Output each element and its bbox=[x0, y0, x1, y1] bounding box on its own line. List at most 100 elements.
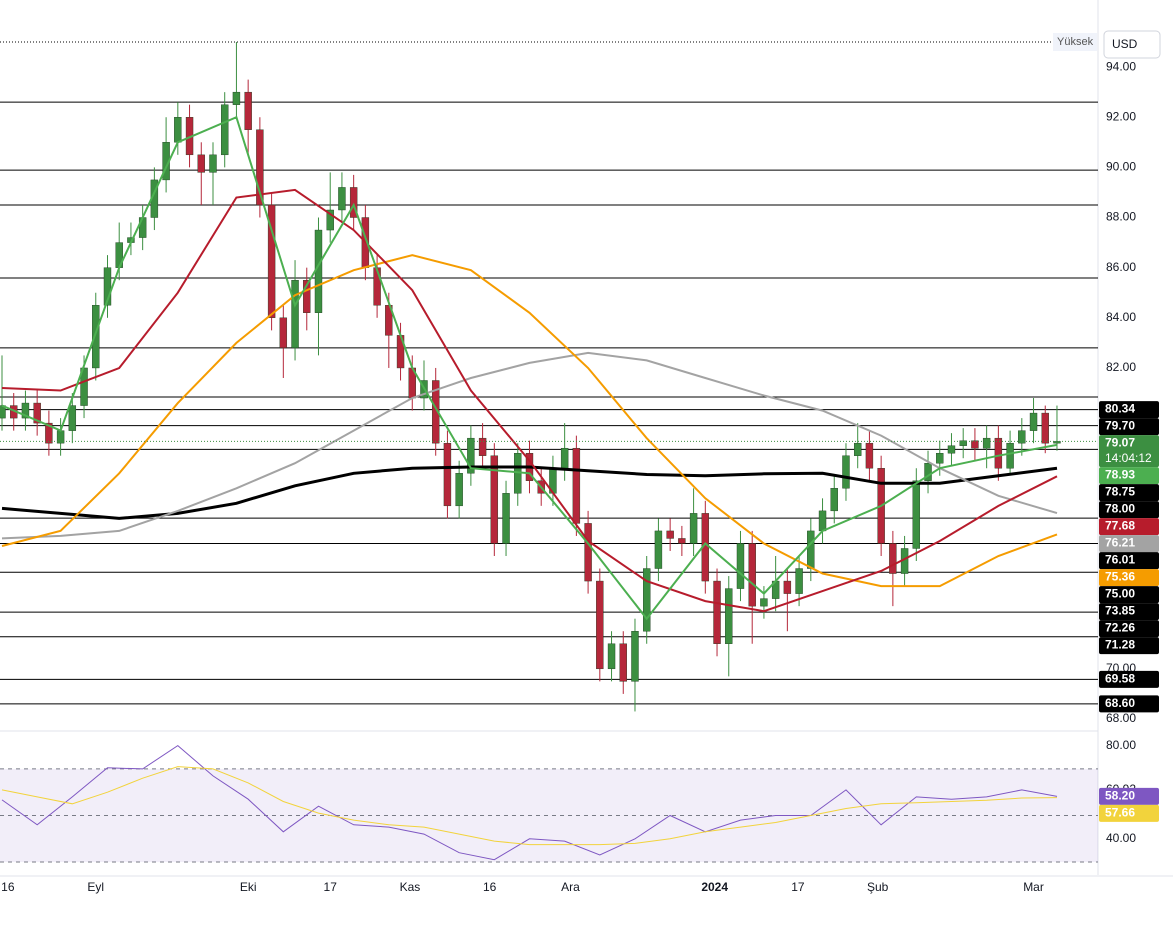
candle-body bbox=[326, 209, 334, 231]
y-tick-label: 90.00 bbox=[1106, 160, 1136, 174]
candle-body bbox=[455, 473, 463, 507]
candle-body bbox=[783, 580, 792, 594]
candle-body bbox=[842, 455, 850, 489]
currency-button[interactable] bbox=[1103, 30, 1161, 59]
candle-body bbox=[889, 543, 897, 574]
indicator-label-bg bbox=[1099, 518, 1159, 536]
candle-body bbox=[912, 480, 921, 549]
candle-body bbox=[373, 267, 381, 306]
indicator-label: 75.36 bbox=[1105, 570, 1135, 584]
candle-body bbox=[560, 447, 569, 469]
level-label: 76.01 bbox=[1105, 553, 1135, 567]
candle-body bbox=[748, 543, 756, 607]
candle-body bbox=[631, 631, 639, 682]
y-tick-label: 92.00 bbox=[1106, 109, 1136, 123]
candle-body bbox=[924, 463, 932, 481]
candle-body bbox=[807, 530, 815, 569]
indicator-label: 78.93 bbox=[1105, 468, 1135, 482]
candle-body bbox=[33, 402, 41, 424]
candle-body bbox=[936, 452, 944, 464]
candle-body bbox=[21, 402, 30, 419]
candle-body bbox=[267, 204, 276, 319]
candle-body bbox=[303, 279, 311, 313]
level-label: 79.70 bbox=[1105, 419, 1135, 433]
candle-body bbox=[959, 440, 967, 446]
candle-body bbox=[279, 317, 288, 349]
indicator-label: 58.20 bbox=[1105, 789, 1135, 803]
y-tick-label: 86.00 bbox=[1106, 260, 1136, 274]
level-label: 69.58 bbox=[1105, 672, 1135, 686]
candle-body bbox=[725, 588, 733, 644]
level-label-bg bbox=[1099, 418, 1159, 436]
level-label: 72.26 bbox=[1105, 621, 1135, 635]
candle-body bbox=[1006, 442, 1014, 469]
indicator-line bbox=[1, 254, 1058, 588]
indicator-label: 78.00 bbox=[1105, 502, 1135, 516]
rsi-tick-label: 80.00 bbox=[1106, 738, 1136, 752]
y-tick-label: 88.00 bbox=[1106, 210, 1136, 224]
last-price-label: 79.07 bbox=[1105, 436, 1135, 450]
x-tick-label: Şub bbox=[867, 880, 889, 894]
candle-body bbox=[338, 187, 346, 211]
indicator-label-bg bbox=[1099, 569, 1159, 587]
high-label-bg bbox=[1053, 33, 1097, 52]
candle-body bbox=[197, 154, 205, 173]
indicator-line bbox=[1, 115, 1058, 621]
candle-body bbox=[666, 530, 674, 539]
x-tick-label: 17 bbox=[324, 880, 338, 894]
x-tick-label: Ara bbox=[561, 880, 580, 894]
candle-body bbox=[68, 405, 77, 431]
indicator-line bbox=[1, 351, 1058, 540]
candle-body bbox=[478, 437, 487, 456]
candle-body bbox=[994, 437, 1003, 469]
level-label: 71.28 bbox=[1105, 638, 1135, 652]
indicator-line bbox=[1, 766, 1058, 846]
candle-body bbox=[643, 568, 651, 632]
y-tick-label: 68.00 bbox=[1106, 711, 1136, 725]
indicator-label-bg bbox=[1099, 787, 1159, 805]
indicator-line bbox=[1, 465, 1058, 520]
high-label: Yüksek bbox=[1057, 36, 1094, 48]
candle-body bbox=[1018, 430, 1026, 444]
candle-body bbox=[584, 523, 592, 582]
candle-body bbox=[619, 643, 627, 682]
candle-body bbox=[1029, 412, 1038, 431]
candle-body bbox=[244, 91, 252, 130]
level-label-bg bbox=[1099, 401, 1159, 419]
candle-body bbox=[818, 510, 827, 532]
indicator-label: 57.66 bbox=[1105, 806, 1135, 820]
candle-body bbox=[607, 643, 616, 670]
level-label: 68.60 bbox=[1105, 696, 1135, 710]
candle-body bbox=[467, 437, 475, 474]
x-tick-label: Mar bbox=[1023, 880, 1044, 894]
level-label: 75.00 bbox=[1105, 587, 1135, 601]
x-tick-label: 2024 bbox=[701, 880, 728, 894]
indicator-label-bg bbox=[1099, 467, 1159, 485]
indicator-label-bg bbox=[1099, 804, 1159, 822]
candle-body bbox=[947, 445, 956, 454]
candle-body bbox=[0, 405, 6, 419]
level-label-bg bbox=[1099, 552, 1159, 570]
level-label-bg bbox=[1099, 620, 1159, 638]
rsi-band bbox=[0, 768, 1098, 863]
candle-body bbox=[795, 568, 803, 594]
y-tick-label: 84.00 bbox=[1106, 310, 1136, 324]
level-label-bg bbox=[1099, 603, 1159, 621]
level-label-bg bbox=[1099, 670, 1159, 688]
candle-body bbox=[232, 91, 241, 105]
candle-body bbox=[982, 437, 991, 449]
candle-body bbox=[349, 187, 358, 218]
candle-body bbox=[221, 104, 229, 156]
indicator-line bbox=[1, 188, 1058, 613]
candle-body bbox=[654, 530, 663, 569]
y-tick-label: 94.00 bbox=[1106, 59, 1136, 73]
indicator-label: 76.21 bbox=[1105, 536, 1135, 550]
level-label-bg bbox=[1099, 695, 1159, 713]
level-label: 78.75 bbox=[1105, 485, 1135, 499]
candle-body bbox=[713, 580, 721, 644]
candle-body bbox=[596, 580, 604, 670]
candle-body bbox=[830, 488, 838, 512]
candle-body bbox=[443, 442, 452, 507]
rsi-tick-label: 40.00 bbox=[1106, 831, 1136, 845]
level-label: 80.34 bbox=[1105, 402, 1135, 416]
